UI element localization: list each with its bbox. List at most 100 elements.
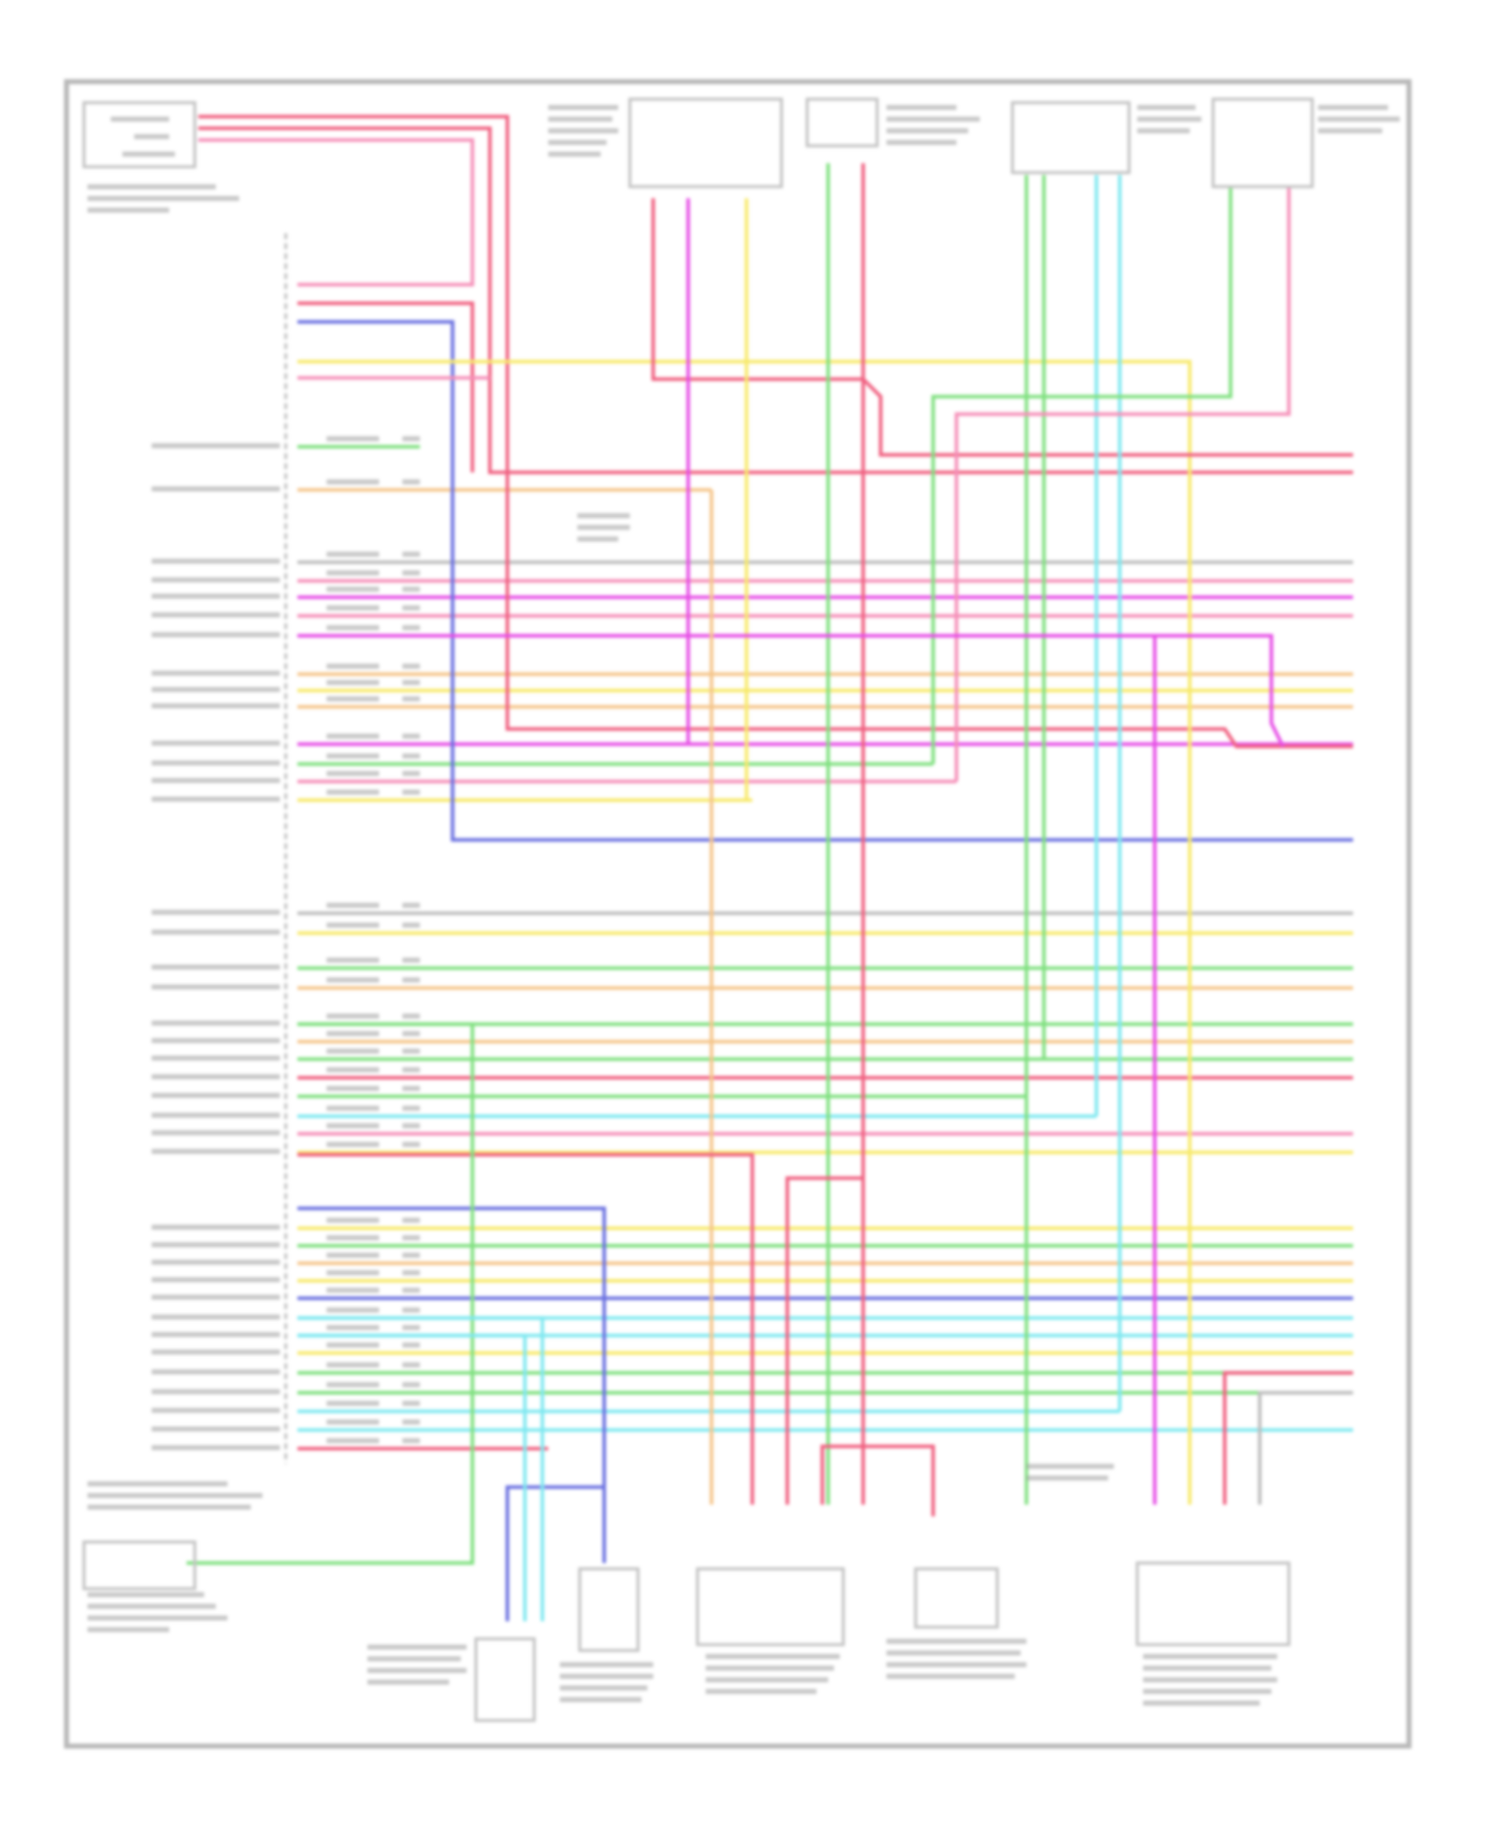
circuit-number-label — [402, 436, 420, 442]
outer-frame — [63, 79, 1412, 1749]
circuit-number-label — [402, 1252, 420, 1258]
circuit-number-label — [402, 625, 420, 631]
label-placeholder — [1026, 1475, 1109, 1481]
pin-label — [151, 1426, 280, 1432]
circuit-number-label — [402, 1141, 420, 1147]
wire-code-label — [326, 1287, 380, 1293]
label-placeholder — [87, 1481, 228, 1487]
wire-code-label — [326, 1438, 380, 1444]
pin-label — [151, 593, 280, 599]
pin-label — [151, 909, 280, 915]
pin-label — [151, 1055, 280, 1061]
label-placeholder — [886, 139, 957, 145]
label-placeholder — [87, 1603, 216, 1609]
label-placeholder — [548, 116, 613, 122]
data-link-connector — [82, 101, 197, 169]
label-placeholder — [1026, 1463, 1114, 1469]
pin-label — [151, 1369, 280, 1375]
circuit-number-label — [402, 1362, 420, 1368]
wire — [297, 1206, 606, 1563]
label-placeholder — [367, 1656, 461, 1662]
wire-code-label — [326, 1325, 380, 1331]
label-placeholder — [1143, 1665, 1272, 1671]
label-placeholder — [87, 207, 170, 213]
circuit-number-label — [402, 1105, 420, 1111]
pin-label — [151, 760, 280, 766]
wire — [505, 1485, 605, 1622]
circuit-number-label — [402, 1235, 420, 1241]
circuit-number-label — [402, 479, 420, 485]
label-placeholder — [886, 1650, 1021, 1656]
label-placeholder — [1137, 128, 1190, 134]
wire — [198, 126, 1354, 475]
wires — [186, 114, 1354, 1622]
wire-code-label — [326, 1419, 380, 1425]
pin-label — [151, 1349, 280, 1355]
wire — [954, 186, 1291, 782]
label-placeholder — [886, 116, 980, 122]
pin-label — [151, 1332, 280, 1338]
circuit-number-label — [402, 733, 420, 739]
circuit-number-label — [402, 1287, 420, 1293]
label-placeholder — [87, 1615, 228, 1621]
circuit-number-label — [402, 1438, 420, 1444]
pin-label — [151, 777, 280, 783]
wire-code-label — [326, 922, 380, 928]
top-sensor-connector — [628, 97, 783, 189]
label-placeholder — [548, 139, 607, 145]
top-switch — [1010, 101, 1131, 175]
pin-label — [151, 1020, 280, 1026]
circuit-number-label — [402, 1067, 420, 1073]
pin-label — [151, 612, 280, 618]
sensor-bottom-2 — [578, 1567, 640, 1652]
label-placeholder — [1137, 104, 1196, 110]
wire-code-label — [326, 733, 380, 739]
label-placeholder — [886, 1662, 1027, 1668]
pin-label — [151, 558, 280, 564]
label-placeholder — [87, 1493, 263, 1499]
label-placeholder — [87, 195, 240, 201]
wire-code-label — [326, 696, 380, 702]
circuit-number-label — [402, 789, 420, 795]
pin-label — [151, 796, 280, 802]
wire — [186, 1022, 475, 1565]
wire-code-label — [326, 586, 380, 592]
wire-code-label — [326, 1123, 380, 1129]
label-placeholder — [886, 128, 969, 134]
circuit-number-label — [402, 1419, 420, 1425]
circuit-number-label — [402, 1307, 420, 1313]
circuit-number-label — [402, 1382, 420, 1388]
sensor-bottom-1 — [474, 1637, 536, 1722]
label-placeholder — [87, 1627, 170, 1633]
wire-code-label — [326, 1400, 380, 1406]
pin-label — [151, 1148, 280, 1154]
label-placeholder — [886, 1638, 1027, 1644]
left-bottom-connector — [82, 1540, 197, 1591]
label-placeholder — [559, 1662, 654, 1668]
label-placeholder — [122, 151, 175, 157]
wire-code-label — [326, 770, 380, 776]
pin-label — [151, 1294, 280, 1300]
wire-code-label — [326, 789, 380, 795]
circuit-number-label — [402, 1400, 420, 1406]
label-placeholder — [559, 1685, 648, 1691]
label-placeholder — [705, 1665, 834, 1671]
wire-code-label — [326, 1217, 380, 1223]
wire — [297, 320, 1354, 842]
label-placeholder — [87, 1592, 205, 1598]
wire — [297, 1333, 527, 1622]
circuit-number-label — [402, 1048, 420, 1054]
wire — [297, 1152, 755, 1505]
label-placeholder — [559, 1673, 654, 1679]
wire-code-label — [326, 1362, 380, 1368]
wire — [297, 301, 475, 473]
pin-label — [151, 1407, 280, 1413]
label-placeholder — [1143, 1688, 1272, 1694]
wire-code-label — [326, 1382, 380, 1388]
pin-label — [151, 1389, 280, 1395]
label-placeholder — [705, 1653, 840, 1659]
wire — [297, 359, 1192, 1505]
wire-code-label — [326, 1342, 380, 1348]
wire — [1257, 1390, 1354, 1505]
wire — [931, 186, 1233, 764]
